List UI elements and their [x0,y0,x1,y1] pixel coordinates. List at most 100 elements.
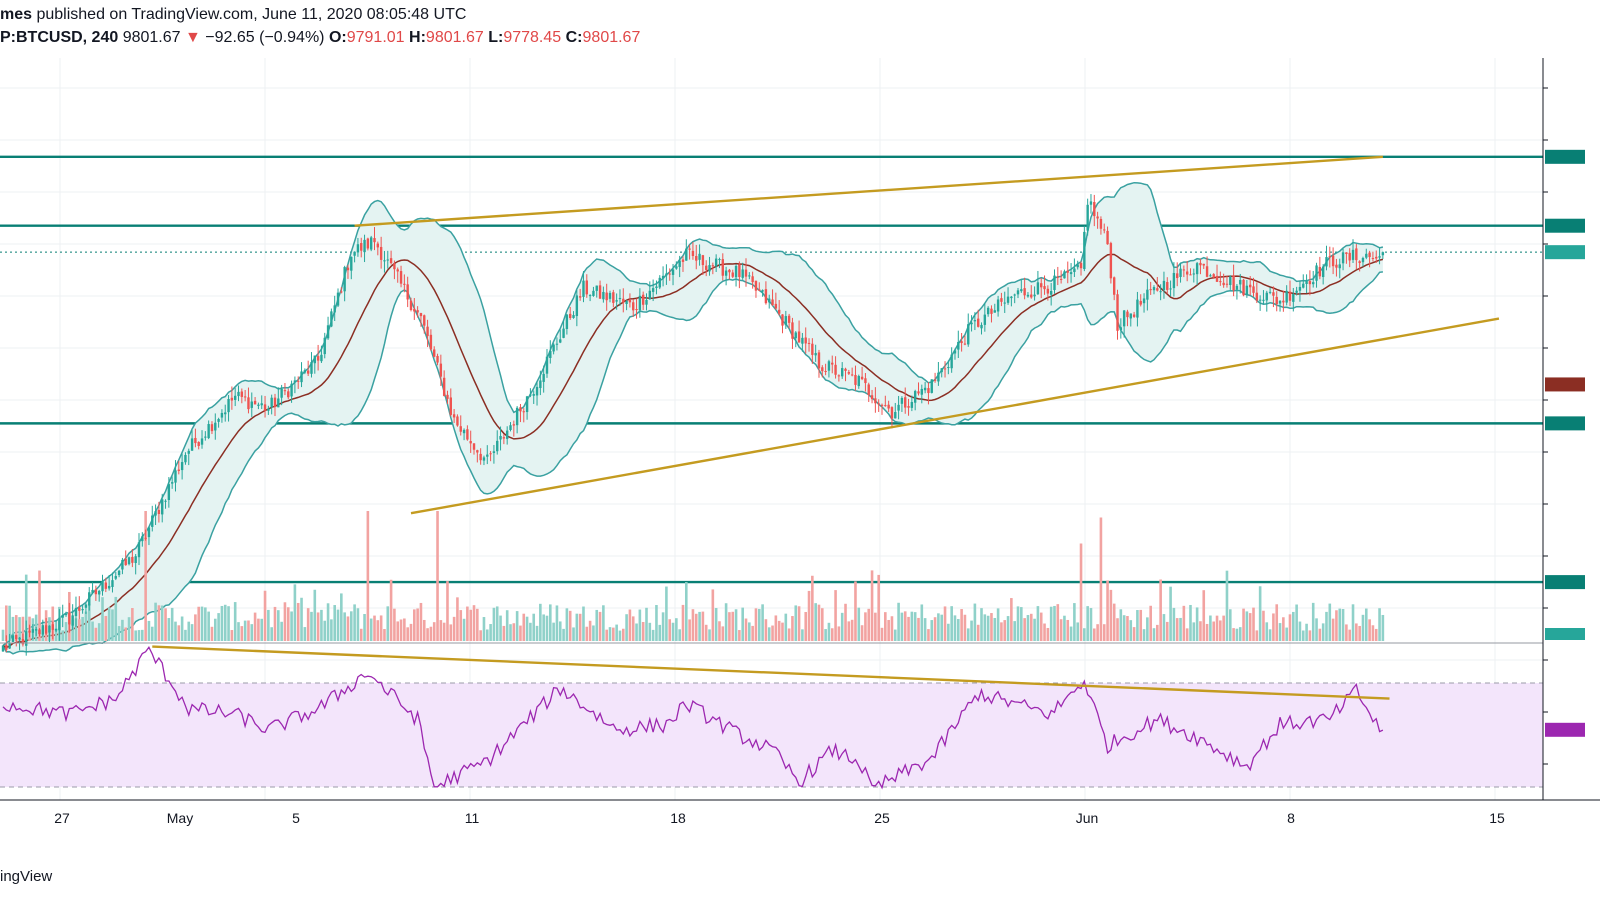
candle-body [111,580,114,587]
volume-bar [1136,610,1139,641]
candle-body [807,342,811,344]
candle-body [121,559,124,570]
volume-bar [1278,623,1282,641]
candle-body [1189,274,1192,276]
volume-bar [1202,590,1206,641]
volume-bar [303,627,307,641]
candle-body [131,556,134,563]
volume-bar [893,629,897,641]
volume-bar [1295,604,1298,641]
candle-body [1282,300,1285,303]
volume-bar [97,623,101,641]
volume-bar [1,629,5,641]
candle-body [768,298,771,303]
candle-body [157,509,161,515]
candle-body [953,350,957,354]
candle-body [502,437,506,439]
candle-body [1043,286,1046,290]
candle-body [847,372,851,374]
x-tick-label: 27 [54,810,70,826]
candle-body [197,442,200,447]
volume-bar [966,628,970,641]
volume-bar [870,570,874,641]
volume-bar [167,618,171,641]
candle-body [622,298,625,303]
volume-bar [801,629,804,641]
volume-bar [867,608,871,641]
volume-bar [200,606,204,641]
candle-body [1036,282,1040,295]
candle-body [11,635,15,642]
candle-body [1033,294,1036,297]
rsi-trendline [152,645,1390,700]
candle-body [761,290,764,292]
candle-body [1030,294,1033,298]
candle-body [522,411,525,413]
volume-bar [824,629,827,641]
candle-body [363,239,366,253]
author-name[interactable]: mes [0,6,33,23]
candle-body [227,399,230,413]
volume-bar [1282,617,1285,641]
candle-body [986,307,990,315]
volume-bar [615,624,618,641]
candle-body [499,435,502,440]
candle-body [253,400,257,405]
volume-bar [492,607,496,641]
trendlines[interactable] [152,155,1500,700]
candle-body [900,397,904,404]
candle-body [250,401,253,408]
volume-bar [814,603,817,641]
level-price-marker [1545,218,1585,233]
candle-body [446,394,449,399]
candle-body [184,454,187,463]
volume-bar [1285,627,1288,641]
candle-body [937,372,940,382]
candle-body [1229,276,1232,286]
candle-body [1318,266,1322,277]
symbol-interval[interactable]: P:BTCUSD, 240 [0,29,119,46]
candle-body [1302,283,1305,288]
candle-body [1239,279,1242,285]
volume-bar [532,613,536,641]
candle-body [287,391,290,398]
volume-bar [137,630,141,641]
volume-bar [592,625,595,641]
candle-body [277,398,280,408]
candle-body [210,424,214,432]
candle-body [1355,248,1358,261]
candle-body [164,500,167,502]
candle-body [413,309,416,312]
candle-body [748,275,751,277]
volume-bar [575,613,579,641]
volume-bar [1219,620,1222,641]
candle-body [615,300,618,302]
volume-bar [1378,608,1381,641]
candle-body [841,368,844,377]
volume-bar [459,610,463,641]
volume-bar [519,625,522,641]
candle-body [1089,201,1093,205]
candle-body [117,570,121,576]
brand-watermark: ingView [0,868,53,885]
candle-body [1000,298,1003,302]
price-chart[interactable]: 27 May 5 11 18 25 Jun 8 15 [0,58,1600,868]
candle-body [831,362,834,365]
candle-body [751,276,754,283]
volume-bar [827,622,831,641]
high-label: H: [409,29,426,46]
candle-body [1129,313,1132,319]
volume-bar [250,624,254,641]
candle-body [1159,291,1162,293]
volume-bar [436,511,439,641]
candle-body [1112,277,1116,295]
candle-body [834,364,837,375]
candle-body [691,250,695,257]
candle-body [290,383,293,397]
candle-body [698,253,701,260]
close-label: C: [565,29,583,46]
x-tick-label: 25 [874,810,890,826]
candle-body [263,404,267,411]
candle-body [930,379,933,393]
volume-bar [1185,628,1189,641]
